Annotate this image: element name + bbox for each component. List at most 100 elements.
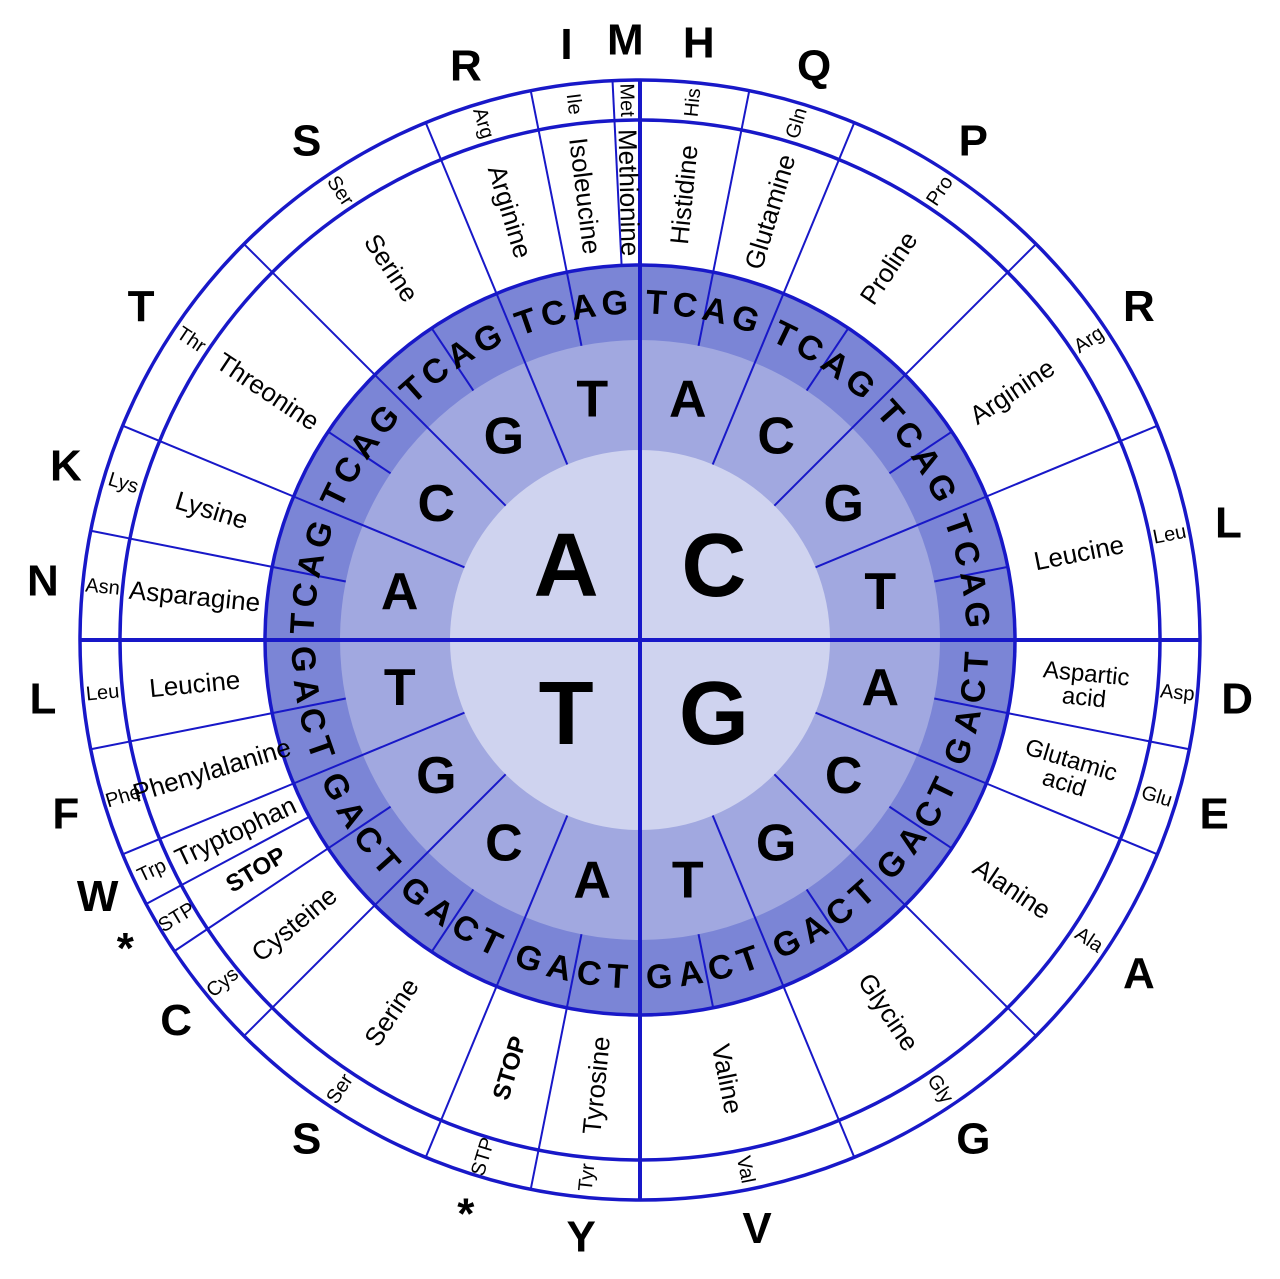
svg-text:Ala: Ala <box>1071 923 1108 958</box>
svg-text:Thr: Thr <box>172 323 209 358</box>
svg-text:Ile: Ile <box>562 92 586 116</box>
ring2-base: T <box>672 851 704 909</box>
amino-full-asp: Asparticacid <box>1040 656 1131 715</box>
amino-abbrev-leu: Leu <box>1151 521 1188 549</box>
amino-letter-h: H <box>683 18 715 67</box>
svg-text:Leucine: Leucine <box>148 664 242 703</box>
ring2-base: C <box>825 747 863 805</box>
ring2-base: A <box>381 563 419 621</box>
svg-text:Tyrosine: Tyrosine <box>576 1035 615 1136</box>
amino-letter-w: W <box>77 872 119 921</box>
amino-letter-a: A <box>1123 949 1155 998</box>
svg-text:Lysine: Lysine <box>172 485 252 535</box>
amino-letter-s: S <box>292 1114 321 1163</box>
amino-letter-*: * <box>117 924 135 973</box>
svg-text:Gly: Gly <box>923 1070 958 1107</box>
svg-text:Serine: Serine <box>358 228 425 307</box>
amino-letter-m: M <box>607 16 644 65</box>
amino-abbrev-arg: Arg <box>468 105 498 141</box>
svg-text:Valine: Valine <box>706 1041 749 1116</box>
amino-full-his: Histidine <box>664 144 704 246</box>
svg-text:Leucine: Leucine <box>1031 529 1126 576</box>
svg-text:Proline: Proline <box>854 226 924 310</box>
amino-full-tyr: Tyrosine <box>576 1035 615 1136</box>
amino-abbrev-asp: Asp <box>1159 680 1195 705</box>
amino-full-ala: Alanine <box>968 852 1057 925</box>
svg-text:Glutamine: Glutamine <box>738 151 801 273</box>
ring2-base: A <box>669 371 707 429</box>
amino-abbrev-gly: Gly <box>923 1070 958 1107</box>
ring2-base: C <box>418 475 456 533</box>
amino-letter-d: D <box>1221 674 1253 723</box>
ring1-base: A <box>534 516 599 616</box>
amino-full-ile: Isoleucine <box>563 136 607 256</box>
svg-text:Arg: Arg <box>1070 322 1108 358</box>
amino-abbrev-stp: STP <box>467 1135 499 1179</box>
svg-text:Glycine: Glycine <box>852 968 925 1057</box>
ring2-base: G <box>823 475 863 533</box>
amino-abbrev-his: His <box>681 87 706 118</box>
amino-abbrev-asn: Asn <box>84 574 120 599</box>
amino-letter-l: L <box>1215 498 1242 547</box>
svg-text:Methionine: Methionine <box>612 129 645 257</box>
amino-letter-y: Y <box>567 1213 596 1262</box>
amino-letter-e: E <box>1199 790 1228 839</box>
amino-abbrev-trp: Trp <box>134 855 170 887</box>
amino-letter-i: I <box>560 20 572 69</box>
amino-abbrev-tyr: Tyr <box>575 1162 600 1192</box>
svg-text:Arginine: Arginine <box>482 162 538 262</box>
ring2-base: A <box>573 851 611 909</box>
amino-full-asn: Asparagine <box>128 575 262 618</box>
amino-letter-f: F <box>52 790 79 839</box>
amino-full-phe: Phenylalanine <box>129 732 294 808</box>
ring2-base: T <box>576 371 608 429</box>
amino-abbrev-ile: Ile <box>562 92 586 116</box>
svg-text:Threonine: Threonine <box>211 346 325 436</box>
amino-full-lys: Lysine <box>172 485 252 535</box>
amino-full-stp: STOP <box>221 842 291 899</box>
svg-text:Leu: Leu <box>1151 521 1188 549</box>
svg-text:Alanine: Alanine <box>968 852 1057 925</box>
amino-full-val: Valine <box>706 1041 749 1116</box>
amino-full-gln: Glutamine <box>738 151 801 273</box>
amino-abbrev-val: Val <box>732 1154 759 1185</box>
amino-letter-k: K <box>50 441 82 490</box>
ring2-base: G <box>416 747 456 805</box>
svg-text:acid: acid <box>1061 682 1107 713</box>
amino-full-ser: Serine <box>358 228 425 307</box>
amino-abbrev-gln: Gln <box>782 105 812 141</box>
ring2-base: A <box>862 659 900 717</box>
amino-full-pro: Proline <box>854 226 924 310</box>
amino-letter-s: S <box>292 117 321 166</box>
amino-letter-v: V <box>742 1204 772 1253</box>
amino-letter-n: N <box>27 557 59 606</box>
amino-abbrev-leu: Leu <box>85 680 120 705</box>
svg-text:Asn: Asn <box>84 574 120 599</box>
ring1-base: C <box>681 516 746 616</box>
amino-letter-c: C <box>160 996 192 1045</box>
amino-full-leu: Leucine <box>1031 529 1126 576</box>
svg-text:STOP: STOP <box>221 842 291 899</box>
svg-text:Val: Val <box>732 1154 759 1185</box>
amino-letter-r: R <box>1123 282 1155 331</box>
amino-abbrev-thr: Thr <box>172 323 209 358</box>
amino-abbrev-arg: Arg <box>1070 322 1108 358</box>
svg-text:Asparagine: Asparagine <box>128 575 262 618</box>
svg-text:His: His <box>681 87 706 118</box>
amino-full-stp: STOP <box>488 1033 533 1103</box>
svg-text:Isoleucine: Isoleucine <box>563 136 607 256</box>
ring2-base: T <box>864 563 896 621</box>
svg-text:Leu: Leu <box>85 680 120 705</box>
amino-full-ser: Serine <box>358 973 425 1052</box>
amino-letter-r: R <box>450 41 482 90</box>
amino-letter-g: G <box>956 1114 990 1163</box>
amino-full-gly: Glycine <box>852 968 925 1057</box>
svg-text:Arg: Arg <box>468 105 498 141</box>
amino-abbrev-met: Met <box>615 83 638 117</box>
svg-text:Glu: Glu <box>1139 782 1175 812</box>
ring2-base: C <box>485 815 523 873</box>
svg-text:STOP: STOP <box>488 1033 533 1103</box>
amino-full-glu: Glutamicacid <box>1015 734 1120 810</box>
svg-text:Trp: Trp <box>134 855 170 887</box>
ring2-base: C <box>757 407 795 465</box>
